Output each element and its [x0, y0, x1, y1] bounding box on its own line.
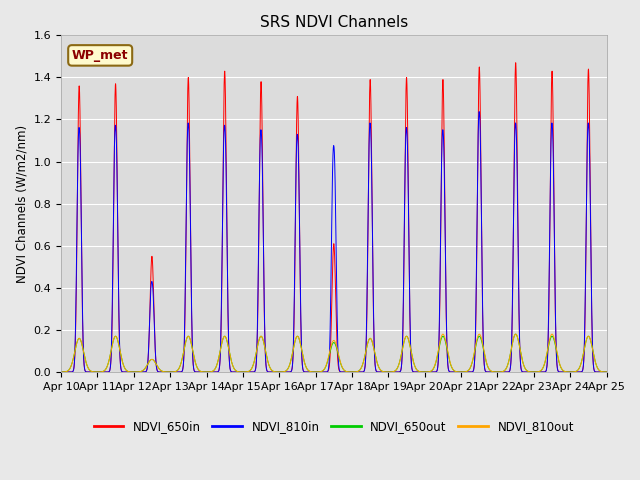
- Line: NDVI_810in: NDVI_810in: [61, 112, 607, 372]
- NDVI_810in: [476, 109, 483, 115]
- NDVI_650in: [261, 348, 269, 354]
- NDVI_650out: [486, 368, 494, 373]
- NDVI_810out: [57, 369, 65, 375]
- Y-axis label: NDVI Channels (W/m2/nm): NDVI Channels (W/m2/nm): [15, 125, 28, 283]
- NDVI_810out: [261, 347, 269, 352]
- Legend: NDVI_650in, NDVI_810in, NDVI_650out, NDVI_810out: NDVI_650in, NDVI_810in, NDVI_650out, NDV…: [89, 415, 579, 437]
- NDVI_650in: [174, 369, 182, 375]
- NDVI_650in: [512, 60, 520, 66]
- NDVI_650out: [57, 369, 65, 375]
- NDVI_650in: [486, 369, 494, 375]
- NDVI_650in: [601, 369, 609, 375]
- NDVI_650out: [512, 331, 520, 337]
- NDVI_810in: [174, 369, 182, 375]
- NDVI_650out: [601, 369, 609, 375]
- NDVI_810out: [409, 357, 417, 363]
- NDVI_650in: [603, 369, 611, 375]
- NDVI_650in: [409, 369, 417, 374]
- Text: WP_met: WP_met: [72, 49, 129, 62]
- NDVI_810in: [486, 369, 494, 375]
- NDVI_810out: [603, 369, 611, 375]
- NDVI_650in: [168, 369, 176, 375]
- NDVI_810in: [409, 369, 417, 374]
- NDVI_810out: [174, 367, 182, 373]
- NDVI_810out: [601, 369, 609, 375]
- NDVI_650out: [261, 347, 269, 352]
- NDVI_650out: [168, 369, 176, 375]
- NDVI_810in: [603, 369, 611, 375]
- NDVI_650out: [409, 357, 417, 363]
- NDVI_810in: [261, 347, 269, 352]
- NDVI_650out: [603, 369, 611, 375]
- NDVI_810in: [57, 369, 65, 375]
- NDVI_810out: [439, 331, 447, 337]
- NDVI_650in: [57, 369, 65, 375]
- NDVI_650out: [174, 367, 182, 373]
- NDVI_810out: [486, 368, 494, 373]
- Title: SRS NDVI Channels: SRS NDVI Channels: [260, 15, 408, 30]
- NDVI_810in: [601, 369, 609, 375]
- Line: NDVI_650in: NDVI_650in: [61, 63, 607, 372]
- Line: NDVI_650out: NDVI_650out: [61, 334, 607, 372]
- NDVI_810out: [168, 369, 176, 375]
- NDVI_810in: [168, 369, 176, 375]
- Line: NDVI_810out: NDVI_810out: [61, 334, 607, 372]
